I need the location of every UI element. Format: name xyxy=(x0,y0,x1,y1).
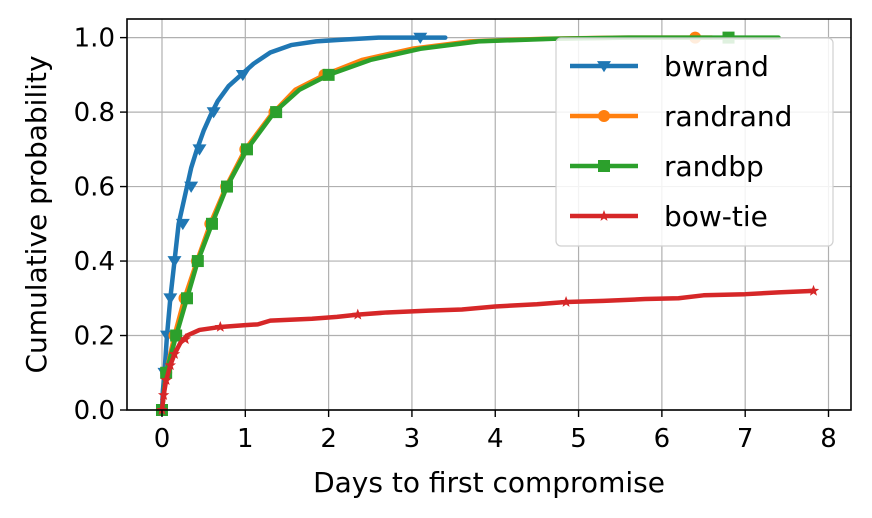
y-tick-label: 0.6 xyxy=(74,173,115,203)
plot-frame xyxy=(126,18,852,411)
data-point-bow-tie xyxy=(164,359,177,371)
series-line-bwrand xyxy=(159,35,448,413)
data-point-bow-tie xyxy=(160,374,172,386)
legend-box xyxy=(555,37,834,247)
legend-marker xyxy=(598,110,610,122)
legend-item-randbp: randbp xyxy=(570,150,764,183)
y-tick-label: 0.0 xyxy=(74,396,115,426)
ticks: 0 1 2 3 4 5 6 7 8 0.0 0.2 0.4 0.6 0.8 1.0 xyxy=(74,24,837,454)
legend-label: bow-tie xyxy=(664,200,768,233)
x-tick-label: 7 xyxy=(737,424,754,454)
legend-marker xyxy=(598,210,610,221)
data-point-randbp xyxy=(240,143,253,156)
data-point-bow-tie xyxy=(157,389,170,400)
x-tick-label: 5 xyxy=(570,424,587,454)
data-point-bwrand xyxy=(206,107,221,119)
data-point-bwrand xyxy=(184,181,199,193)
data-point-randbp xyxy=(220,180,233,193)
x-tick-label: 3 xyxy=(404,424,421,454)
data-point-bwrand xyxy=(163,293,178,305)
data-point-bow-tie xyxy=(352,308,364,320)
data-point-bwrand xyxy=(235,69,250,82)
x-tick-label: 4 xyxy=(487,424,504,454)
legend-label: bwrand xyxy=(664,50,769,83)
series-line-bow-tie xyxy=(159,288,816,413)
data-point-randbp xyxy=(322,68,335,81)
data-point-bwrand xyxy=(192,144,207,156)
y-axis-title: Cumulative probability xyxy=(20,55,53,373)
x-tick-label: 1 xyxy=(237,424,254,454)
data-point-bow-tie xyxy=(179,333,192,345)
x-tick-label: 6 xyxy=(654,424,671,454)
legend-marker xyxy=(597,61,611,73)
legend: bwrand randrand randbp bow-tie xyxy=(555,37,834,247)
y-tick-label: 0.8 xyxy=(74,98,115,128)
y-tick-label: 0.2 xyxy=(74,322,115,352)
data-point-randbp xyxy=(191,255,204,268)
x-tick-label: 0 xyxy=(154,424,171,454)
data-point-bwrand xyxy=(167,256,182,268)
x-tick-label: 2 xyxy=(320,424,337,454)
legend-marker xyxy=(598,160,610,172)
data-point-bwrand xyxy=(175,218,190,231)
legend-item-bwrand: bwrand xyxy=(570,50,769,83)
data-point-randbp xyxy=(180,292,193,305)
data-point-randbp xyxy=(170,329,183,342)
series-bwrand xyxy=(157,32,448,413)
data-point-bow-tie xyxy=(560,296,572,307)
data-point-randbp xyxy=(270,106,283,119)
legend-item-bow-tie: bow-tie xyxy=(570,200,768,233)
series-bow-tie xyxy=(156,284,820,415)
legend-label: randrand xyxy=(664,100,792,133)
data-point-bow-tie xyxy=(214,320,227,332)
data-point-bwrand xyxy=(413,32,428,44)
data-point-bow-tie xyxy=(168,348,181,359)
legend-label: randbp xyxy=(664,150,764,183)
y-tick-label: 0.4 xyxy=(74,247,115,277)
legend-item-randrand: randrand xyxy=(570,100,792,133)
y-tick-label: 1.0 xyxy=(74,24,115,54)
x-tick-label: 8 xyxy=(820,424,837,454)
x-axis-title: Days to first compromise xyxy=(313,466,665,499)
data-point-bow-tie xyxy=(807,284,820,296)
data-point-randbp xyxy=(205,217,218,230)
